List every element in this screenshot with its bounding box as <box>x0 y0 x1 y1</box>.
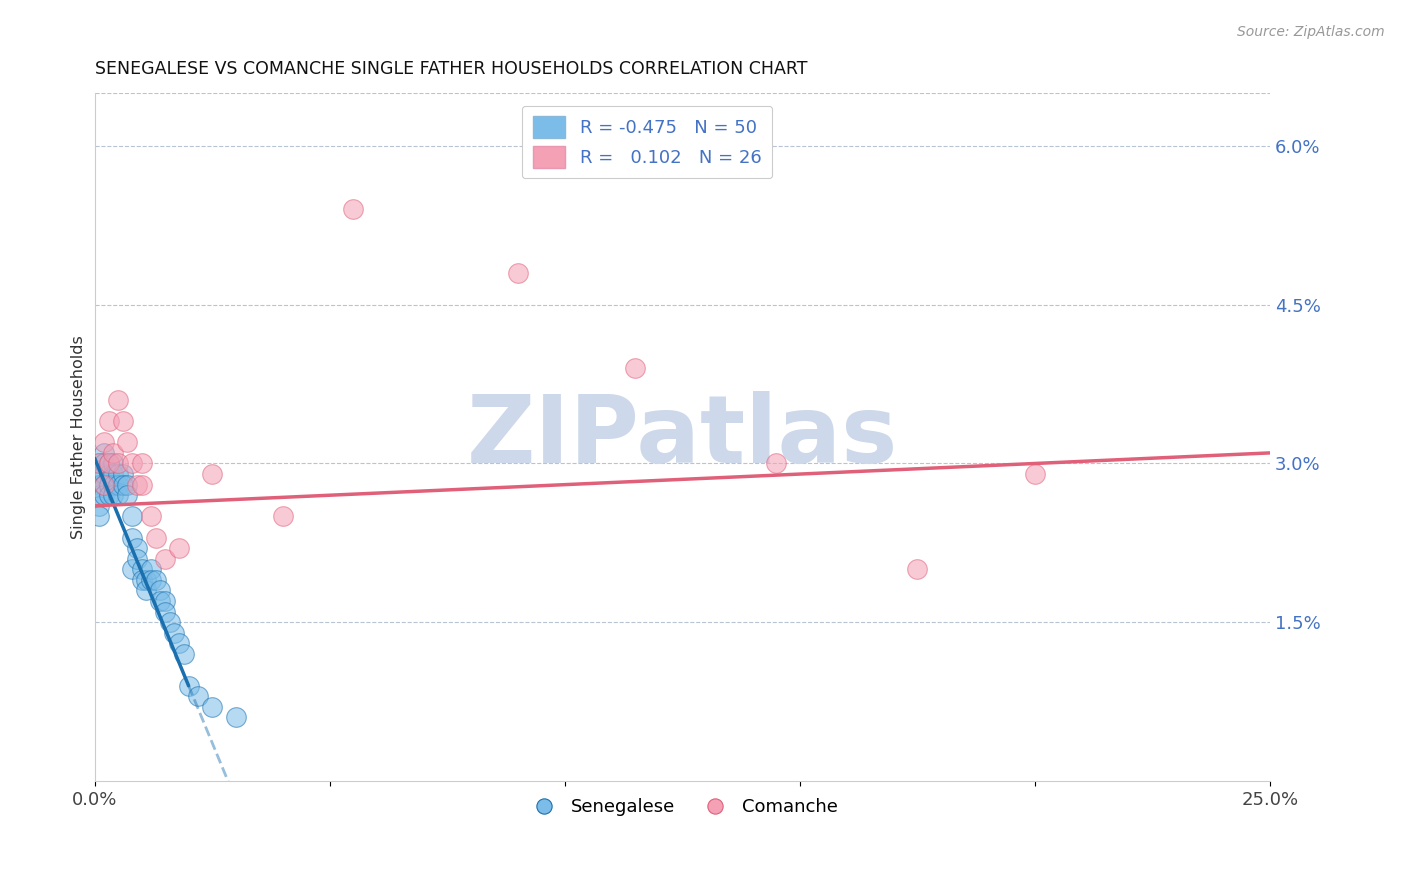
Y-axis label: Single Father Households: Single Father Households <box>72 335 86 539</box>
Point <box>89 477 111 491</box>
Point <box>153 594 176 608</box>
Point <box>89 509 111 524</box>
Point <box>167 541 190 556</box>
Point <box>201 699 224 714</box>
Point <box>149 594 172 608</box>
Point <box>139 573 162 587</box>
Point <box>201 467 224 481</box>
Point <box>624 361 647 376</box>
Point <box>103 477 125 491</box>
Point <box>125 541 148 556</box>
Point <box>97 414 120 428</box>
Point <box>97 457 120 471</box>
Point <box>159 615 181 630</box>
Point <box>131 562 153 576</box>
Point <box>131 477 153 491</box>
Point <box>153 551 176 566</box>
Point <box>107 477 129 491</box>
Text: SENEGALESE VS COMANCHE SINGLE FATHER HOUSEHOLDS CORRELATION CHART: SENEGALESE VS COMANCHE SINGLE FATHER HOU… <box>94 60 807 78</box>
Point <box>89 467 111 481</box>
Point <box>117 488 139 502</box>
Point <box>765 457 787 471</box>
Point <box>89 457 111 471</box>
Point <box>97 488 120 502</box>
Point <box>121 531 143 545</box>
Point <box>163 625 186 640</box>
Point <box>135 573 157 587</box>
Point <box>131 573 153 587</box>
Point <box>121 562 143 576</box>
Point <box>173 647 195 661</box>
Point <box>111 414 134 428</box>
Point <box>905 562 928 576</box>
Point <box>135 583 157 598</box>
Legend: Senegalese, Comanche: Senegalese, Comanche <box>519 791 845 823</box>
Point <box>93 488 115 502</box>
Point <box>93 435 115 450</box>
Point <box>153 605 176 619</box>
Point <box>342 202 364 217</box>
Point <box>93 477 115 491</box>
Point <box>93 446 115 460</box>
Point <box>187 690 209 704</box>
Point <box>103 488 125 502</box>
Point <box>103 467 125 481</box>
Point <box>121 457 143 471</box>
Point <box>97 457 120 471</box>
Point <box>139 562 162 576</box>
Point <box>103 457 125 471</box>
Point <box>117 435 139 450</box>
Point <box>271 509 294 524</box>
Point <box>93 467 115 481</box>
Point <box>93 477 115 491</box>
Point <box>107 392 129 407</box>
Point <box>167 636 190 650</box>
Point <box>111 467 134 481</box>
Point <box>107 488 129 502</box>
Point <box>89 488 111 502</box>
Point <box>145 531 167 545</box>
Point <box>506 266 529 280</box>
Point <box>111 477 134 491</box>
Point <box>97 477 120 491</box>
Point <box>93 457 115 471</box>
Point <box>177 679 200 693</box>
Point <box>117 477 139 491</box>
Text: ZIPatlas: ZIPatlas <box>467 391 898 483</box>
Point <box>121 509 143 524</box>
Point <box>225 710 247 724</box>
Point <box>107 457 129 471</box>
Text: Source: ZipAtlas.com: Source: ZipAtlas.com <box>1237 25 1385 39</box>
Point <box>145 573 167 587</box>
Point <box>139 509 162 524</box>
Point <box>125 551 148 566</box>
Point <box>131 457 153 471</box>
Point <box>97 467 120 481</box>
Point <box>89 499 111 513</box>
Point <box>89 457 111 471</box>
Point <box>107 467 129 481</box>
Point <box>103 446 125 460</box>
Point <box>149 583 172 598</box>
Point <box>1024 467 1046 481</box>
Point <box>125 477 148 491</box>
